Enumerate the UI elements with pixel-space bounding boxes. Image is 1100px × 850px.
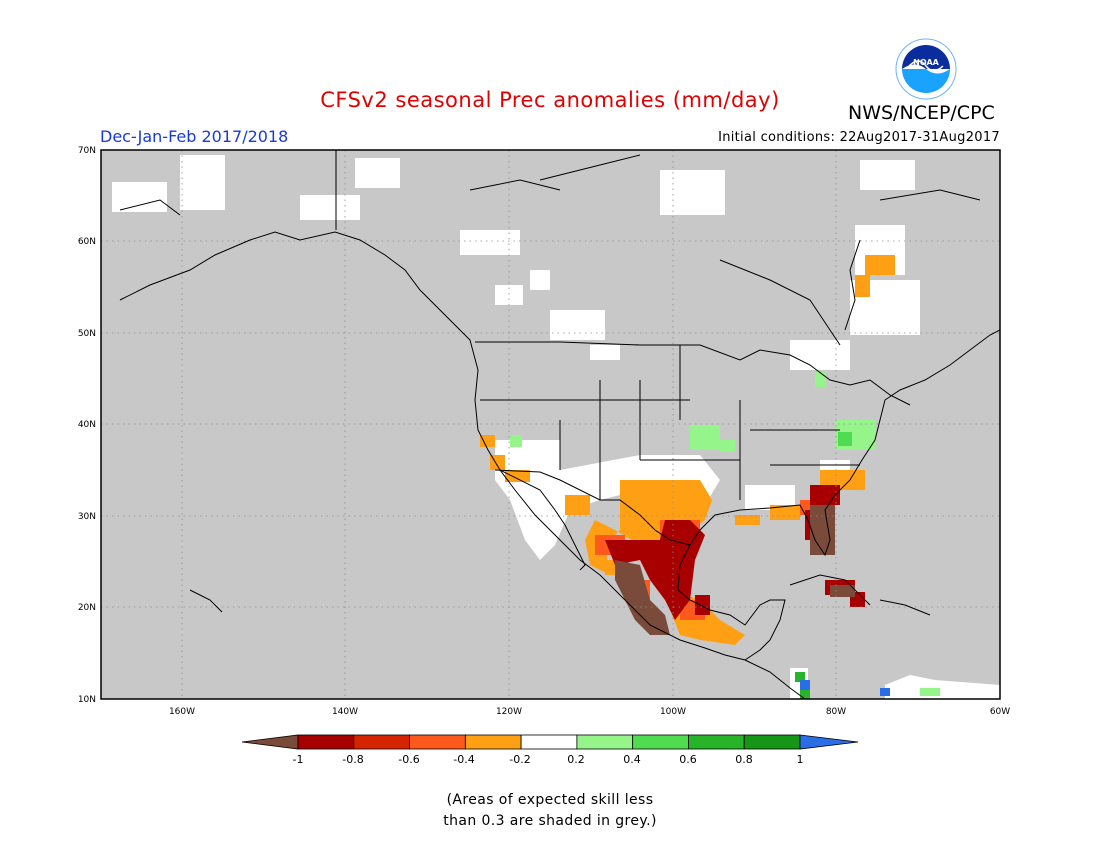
colorbar-tick-labels: -1 -0.8 -0.6 -0.4 -0.2 0.2 0.4 0.6 0.8 1 (293, 753, 804, 766)
colorbar-swatch (353, 734, 410, 750)
colorbar-tick: -1 (293, 753, 304, 766)
lon-label: 120W (496, 707, 522, 717)
colorbar-tick: 0.4 (623, 753, 641, 766)
colorbar-tick: -0.2 (509, 753, 530, 766)
coastlines-and-borders (119, 150, 1000, 699)
lon-label: 100W (660, 707, 686, 717)
colorbar-swatches (241, 734, 859, 750)
colorbar-swatch (520, 734, 578, 750)
colorbar-max-arrow (799, 734, 859, 750)
colorbar-min-arrow (241, 734, 299, 750)
lat-label: 50N (78, 329, 96, 339)
dry-anomaly-brown (615, 505, 855, 635)
footnote: (Areas of expected skill less than 0.3 a… (0, 790, 1100, 832)
season-label: Dec-Jan-Feb 2017/2018 (100, 127, 289, 146)
footnote-line-1: (Areas of expected skill less (446, 792, 654, 808)
colorbar-swatch (297, 734, 355, 750)
footnote-line-2: than 0.3 are shaded in grey.) (443, 813, 657, 829)
lat-label: 10N (78, 695, 96, 705)
lat-label: 20N (78, 603, 96, 613)
colorbar-swatch (743, 734, 801, 750)
map-frame (100, 149, 1001, 700)
colorbar-tick: 0.2 (567, 753, 585, 766)
lon-label: 160W (169, 707, 195, 717)
lon-label: 80W (826, 707, 846, 717)
colorbar-tick: 1 (797, 753, 804, 766)
graticule (101, 150, 1000, 699)
noaa-logo: NOAA (895, 38, 957, 100)
longitude-labels: 160W 140W 120W 100W 80W 60W (169, 707, 1010, 717)
colorbar-swatch (464, 734, 522, 750)
agency-label: NWS/NCEP/CPC (848, 102, 995, 124)
lat-label: 60N (78, 237, 96, 247)
colorbar-swatch (688, 734, 745, 750)
initial-conditions-label: Initial conditions: 22Aug2017-31Aug2017 (718, 130, 1000, 145)
colorbar: -1 -0.8 -0.6 -0.4 -0.2 0.2 0.4 0.6 0.8 1 (241, 734, 859, 766)
lon-label: 140W (332, 707, 358, 717)
logo-lettering: NOAA (913, 58, 939, 67)
colorbar-swatch (632, 734, 689, 750)
colorbar-swatch (409, 734, 466, 750)
colorbar-tick: -0.6 (398, 753, 419, 766)
lat-label: 40N (78, 420, 96, 430)
latitude-labels: 70N 60N 50N 40N 30N 20N 10N (78, 146, 96, 705)
wet-anomaly-green (510, 372, 940, 699)
precipitation-map: 70N 60N 50N 40N 30N 20N 10N 160W 140W 12… (78, 146, 1010, 717)
colorbar-tick: -0.8 (342, 753, 363, 766)
colorbar-tick: -0.4 (453, 753, 474, 766)
lat-label: 30N (78, 512, 96, 522)
colorbar-swatch (576, 734, 634, 750)
colorbar-tick: 0.8 (735, 753, 753, 766)
svg-text:NOAA: NOAA (913, 58, 939, 67)
lat-label: 70N (78, 146, 96, 156)
lon-label: 60W (990, 707, 1010, 717)
map-title: CFSv2 seasonal Prec anomalies (mm/day) (320, 88, 780, 112)
colorbar-tick: 0.6 (679, 753, 697, 766)
